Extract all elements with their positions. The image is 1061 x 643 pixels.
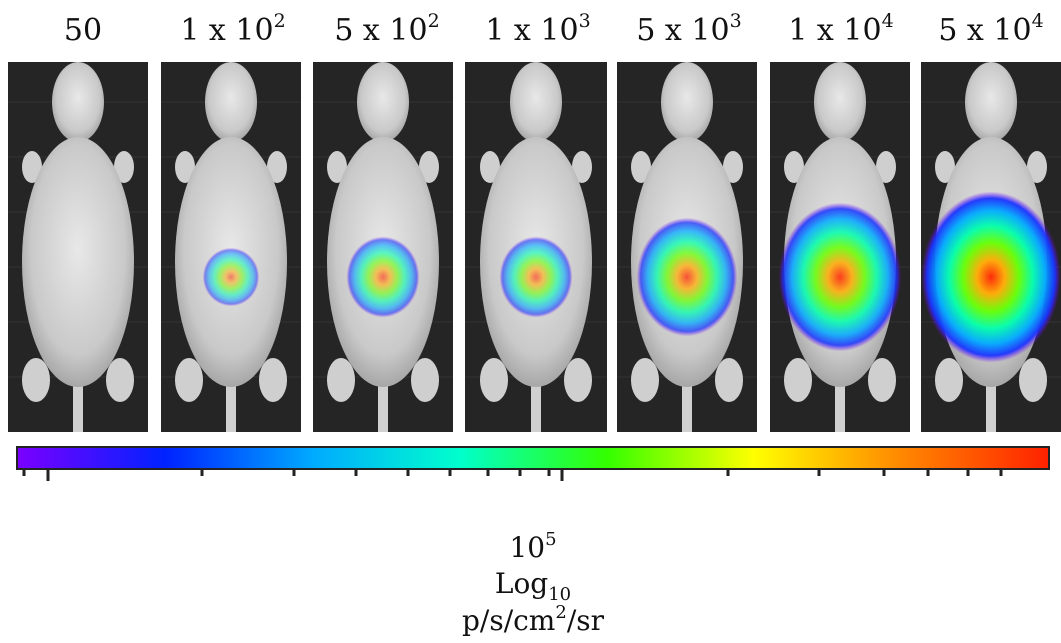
scale-log-label: Log10 bbox=[433, 567, 633, 604]
mouse-image-panel-1 bbox=[8, 62, 148, 432]
mouse-image-panel-4 bbox=[465, 62, 607, 432]
scale-log-sub: 10 bbox=[548, 584, 572, 605]
scale-max-label: 105 bbox=[433, 529, 633, 564]
panel-label-2-exp: 2 bbox=[273, 10, 286, 32]
panel-label-4: 1 x 103 bbox=[463, 10, 613, 52]
panel-label-5-exp: 3 bbox=[729, 10, 742, 32]
mouse-image bbox=[770, 62, 910, 432]
mouse-image-panel-5 bbox=[617, 62, 757, 432]
bioluminescence-signal bbox=[921, 191, 1061, 363]
panel-label-4-exp: 3 bbox=[578, 10, 591, 32]
mouse-image-panel-7 bbox=[921, 62, 1061, 432]
panel-label-5-base: 5 x 10 bbox=[636, 13, 730, 48]
panel-label-7-exp: 4 bbox=[1031, 10, 1044, 32]
luminescence-colorbar bbox=[16, 446, 1050, 470]
panel-label-5: 5 x 103 bbox=[614, 10, 764, 52]
colorbar-ticks bbox=[22, 470, 1003, 481]
mouse-image bbox=[8, 62, 148, 432]
panel-label-3: 5 x 102 bbox=[312, 10, 462, 52]
scale-max-exp: 5 bbox=[545, 529, 557, 550]
bioluminescence-signal bbox=[202, 247, 260, 307]
panel-label-1-base: 50 bbox=[63, 13, 103, 48]
panel-label-3-base: 5 x 10 bbox=[334, 13, 428, 48]
mouse-image bbox=[617, 62, 757, 432]
mouse-image bbox=[313, 62, 453, 432]
scale-log-base: Log bbox=[494, 567, 549, 600]
bioluminescence-signal bbox=[499, 236, 573, 318]
panel-label-1: 50 bbox=[8, 10, 158, 52]
mouse-image-panel-2 bbox=[161, 62, 301, 432]
panel-label-2-base: 1 x 10 bbox=[180, 13, 274, 48]
scale-units-a: p/s/cm bbox=[461, 604, 556, 637]
panel-label-2: 1 x 102 bbox=[158, 10, 308, 52]
bioluminescence-signal bbox=[636, 217, 738, 337]
bioluminescence-signal bbox=[346, 236, 420, 318]
panel-label-6-base: 1 x 10 bbox=[788, 13, 882, 48]
scale-units-exp: 2 bbox=[555, 602, 567, 623]
panel-label-6: 1 x 104 bbox=[766, 10, 916, 52]
panel-label-4-base: 1 x 10 bbox=[485, 13, 579, 48]
mouse-image bbox=[161, 62, 301, 432]
scale-units-b: /sr bbox=[566, 604, 605, 637]
mouse-image bbox=[465, 62, 607, 432]
panel-label-6-exp: 4 bbox=[881, 10, 894, 32]
mouse-image-panel-6 bbox=[770, 62, 910, 432]
panel-label-3-exp: 2 bbox=[427, 10, 440, 32]
scale-max-base: 10 bbox=[509, 531, 546, 564]
mouse-image bbox=[921, 62, 1061, 432]
mouse-image-panel-3 bbox=[313, 62, 453, 432]
panel-label-7: 5 x 104 bbox=[916, 10, 1061, 52]
panel-label-7-base: 5 x 10 bbox=[938, 13, 1032, 48]
scale-units-label: p/s/cm2/sr bbox=[383, 604, 683, 638]
bioluminescence-signal bbox=[778, 202, 902, 352]
